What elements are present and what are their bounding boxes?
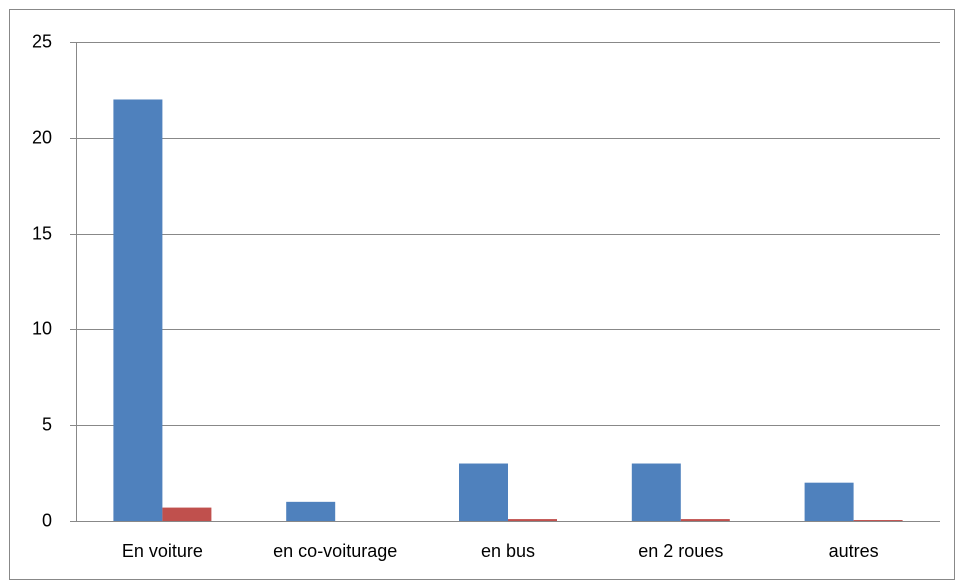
- y-tick-label: 0: [42, 510, 52, 530]
- bar: [286, 501, 336, 521]
- y-tick-label: 10: [32, 318, 52, 338]
- bar: [631, 463, 681, 521]
- x-tick-label: autres: [829, 541, 879, 561]
- bar: [680, 519, 730, 521]
- bar: [113, 99, 163, 521]
- y-tick-label: 15: [32, 223, 52, 243]
- x-tick-label: en bus: [481, 541, 535, 561]
- y-tick-label: 5: [42, 414, 52, 434]
- bar: [508, 519, 557, 521]
- bar: [853, 520, 903, 521]
- bar: [459, 463, 508, 521]
- x-tick-label: en co-voiturage: [273, 541, 397, 561]
- x-tick-label: en 2 roues: [638, 541, 723, 561]
- bar: [162, 507, 212, 521]
- y-tick-label: 20: [32, 127, 52, 147]
- y-tick-label: 25: [32, 31, 52, 51]
- bar: [804, 482, 854, 521]
- x-tick-label: En voiture: [122, 541, 203, 561]
